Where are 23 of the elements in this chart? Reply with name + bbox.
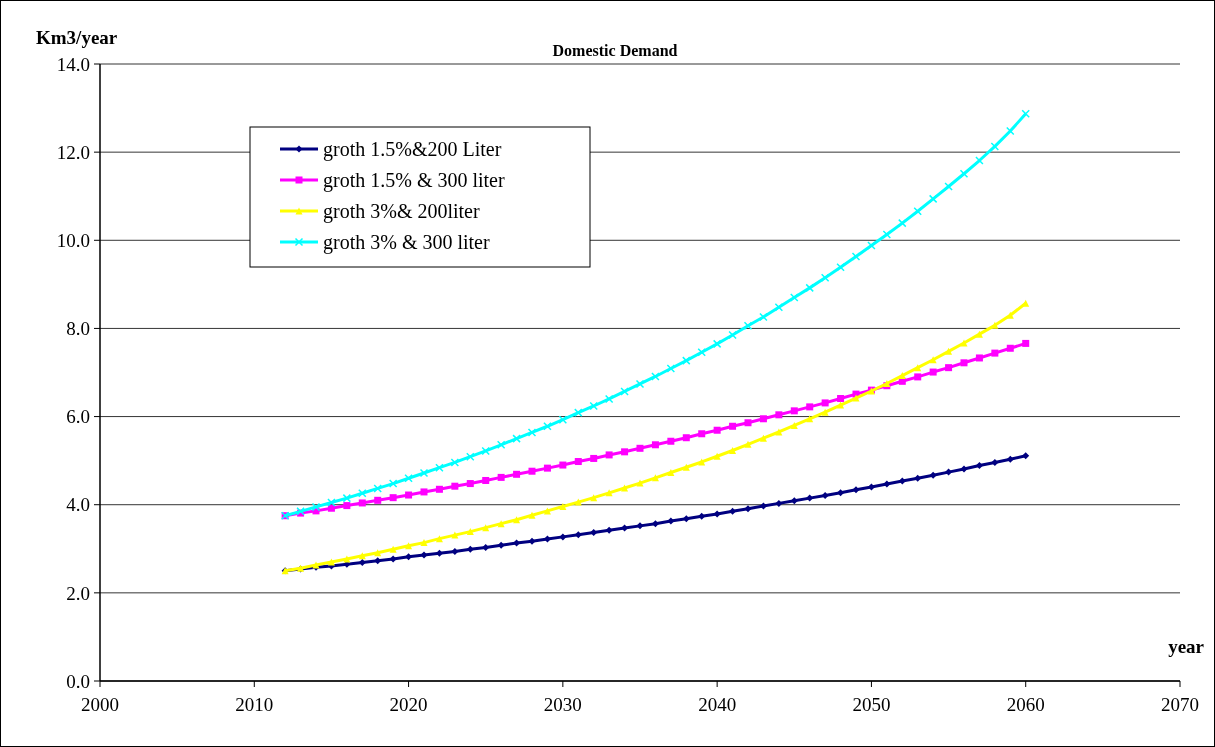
legend-label: groth 1.5% & 300 liter [323, 169, 505, 192]
x-tick-label: 2020 [389, 694, 428, 715]
y-tick-label: 8.0 [66, 318, 90, 340]
legend-label: groth 3%& 200liter [323, 200, 480, 223]
x-tick-label: 2040 [698, 694, 737, 715]
y-tick-label: 6.0 [66, 406, 90, 428]
y-tick-label: 10.0 [56, 229, 90, 251]
y-tick-label: 12.0 [56, 141, 90, 163]
x-tick-label: 2000 [81, 694, 119, 715]
y-tick-label: 4.0 [66, 494, 90, 516]
x-tick-label: 2010 [235, 694, 274, 715]
y-tick-label: 0.0 [66, 670, 90, 692]
legend-label: groth 1.5%&200 Liter [323, 138, 502, 161]
x-tick-label: 2070 [1161, 694, 1199, 715]
y-tick-label: 14.0 [56, 53, 90, 75]
x-axis-title: year [1168, 636, 1205, 657]
legend-label: groth 3% & 300 liter [323, 231, 490, 254]
x-tick-label: 2030 [543, 694, 582, 715]
x-tick-label: 2050 [852, 694, 891, 715]
x-tick-label: 2060 [1006, 694, 1045, 715]
y-tick-label: 2.0 [66, 582, 90, 604]
chart-title: Domestic Demand [552, 42, 678, 59]
y-axis-title: Km3/year [36, 27, 118, 48]
